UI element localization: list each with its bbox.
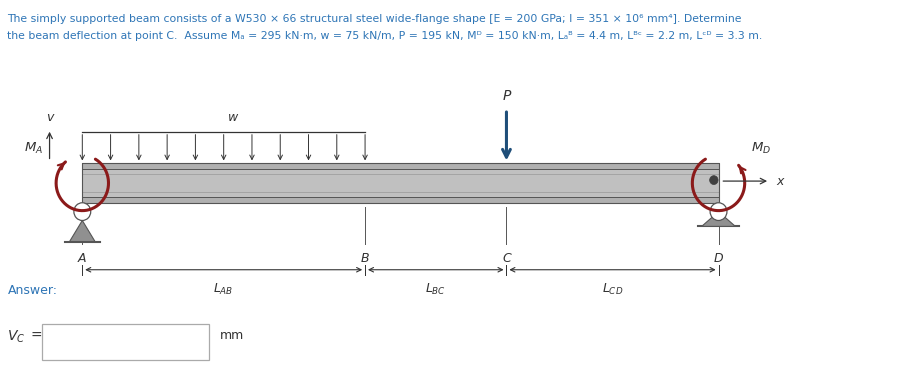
Polygon shape — [82, 169, 719, 197]
Circle shape — [710, 176, 718, 185]
Text: $M_A$: $M_A$ — [24, 141, 43, 156]
Text: Answer:: Answer: — [7, 283, 57, 297]
Text: the beam deflection at point C.  Assume Mₐ = 295 kN·m, w = 75 kN/m, P = 195 kN, : the beam deflection at point C. Assume M… — [7, 31, 763, 41]
Text: $L_{BC}$: $L_{BC}$ — [425, 282, 446, 297]
Polygon shape — [42, 324, 209, 360]
Text: C: C — [502, 252, 511, 265]
Text: B: B — [361, 252, 369, 265]
Text: x: x — [776, 175, 783, 188]
Text: v: v — [46, 111, 53, 124]
Text: $V_C$: $V_C$ — [7, 329, 26, 345]
Text: $M_D$: $M_D$ — [752, 141, 772, 156]
Text: $L_{AB}$: $L_{AB}$ — [213, 282, 234, 297]
Text: w: w — [228, 111, 238, 124]
Text: mm: mm — [220, 329, 244, 342]
Circle shape — [710, 203, 727, 220]
Circle shape — [74, 203, 91, 220]
Polygon shape — [82, 163, 719, 169]
Polygon shape — [82, 197, 719, 203]
Text: The simply supported beam consists of a W530 × 66 structural steel wide-flange s: The simply supported beam consists of a … — [7, 13, 742, 23]
Text: $L_{CD}$: $L_{CD}$ — [602, 282, 623, 297]
Text: D: D — [713, 252, 723, 265]
Text: =: = — [31, 329, 43, 343]
Polygon shape — [701, 211, 735, 226]
Text: P: P — [502, 89, 511, 103]
Text: A: A — [78, 252, 87, 265]
Polygon shape — [69, 220, 96, 242]
Polygon shape — [82, 163, 719, 203]
